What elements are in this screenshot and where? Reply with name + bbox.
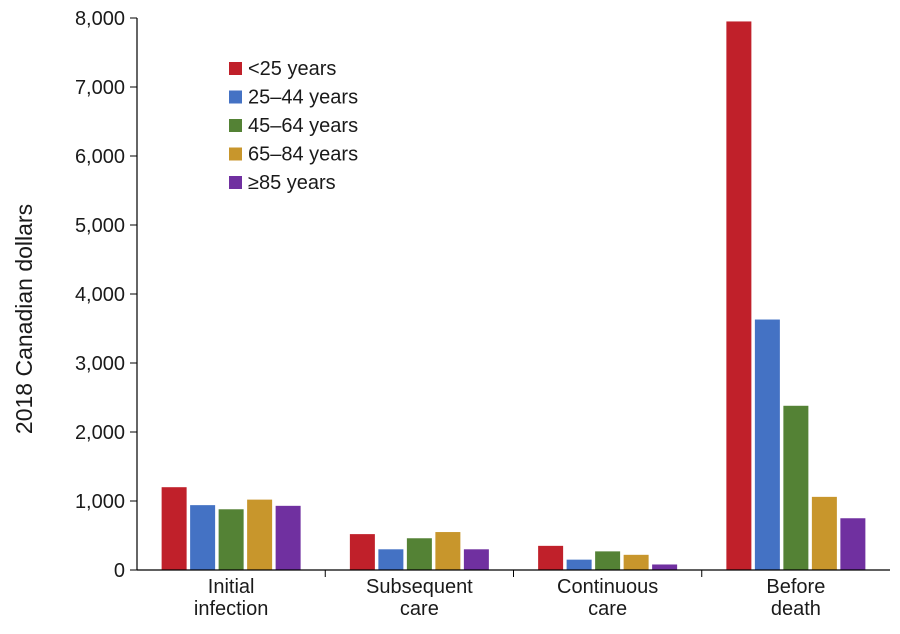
legend-swatch [229,62,242,75]
bar [190,505,216,570]
y-tick-label: 4,000 [75,284,125,306]
bar [652,564,678,570]
legend-label: 65–84 years [248,144,358,166]
y-tick-label: 2,000 [75,422,125,444]
y-tick-label: 0 [114,560,125,582]
legend-label: ≥85 years [248,172,336,194]
bar [811,496,837,570]
bar [161,487,187,570]
y-tick-label: 5,000 [75,215,125,237]
x-tick-label: death [771,598,821,620]
y-tick-label: 7,000 [75,77,125,99]
x-axis-labels: InitialinfectionSubsequentcareContinuous… [194,570,825,620]
bar [378,549,404,570]
y-axis-label: 2018 Canadian dollars [11,204,37,434]
legend-label: 25–44 years [248,87,358,109]
bar [623,554,649,570]
bars [161,21,866,570]
bar [435,532,461,570]
bar [595,551,621,570]
legend-label: <25 years [248,58,336,80]
x-tick-label: Initial [208,576,255,598]
y-tick-label: 3,000 [75,353,125,375]
x-tick-label: Before [766,576,825,598]
legend-swatch [229,176,242,189]
y-tick-label: 1,000 [75,491,125,513]
bar [840,518,866,570]
legend: <25 years 25–44 years 45–64 years 65–84 yea… [229,58,358,194]
legend-swatch [229,90,242,104]
bar [218,509,244,570]
legend-swatch [229,147,242,161]
x-tick-label: Subsequent [366,576,473,598]
x-tick-label: care [400,598,439,620]
bar [783,405,809,570]
legend-swatch [229,119,242,132]
bar [275,505,301,570]
bar [538,545,564,570]
bar [406,538,432,570]
bar [726,21,752,570]
x-tick-label: care [588,598,627,620]
bar [247,499,273,570]
bar [349,534,375,570]
y-tick-label: 8,000 [75,8,125,30]
y-tick-label: 6,000 [75,146,125,168]
bar [463,549,489,570]
x-tick-label: Continuous [557,576,658,598]
y-axis-ticks: 0 1,000 2,000 3,000 4,000 5,000 6,000 7,000 8,00… [75,8,137,582]
legend-label: 45–64 years [248,115,358,137]
bar [754,319,780,570]
axes [136,18,890,571]
bar [566,559,592,570]
x-tick-label: infection [194,598,269,620]
